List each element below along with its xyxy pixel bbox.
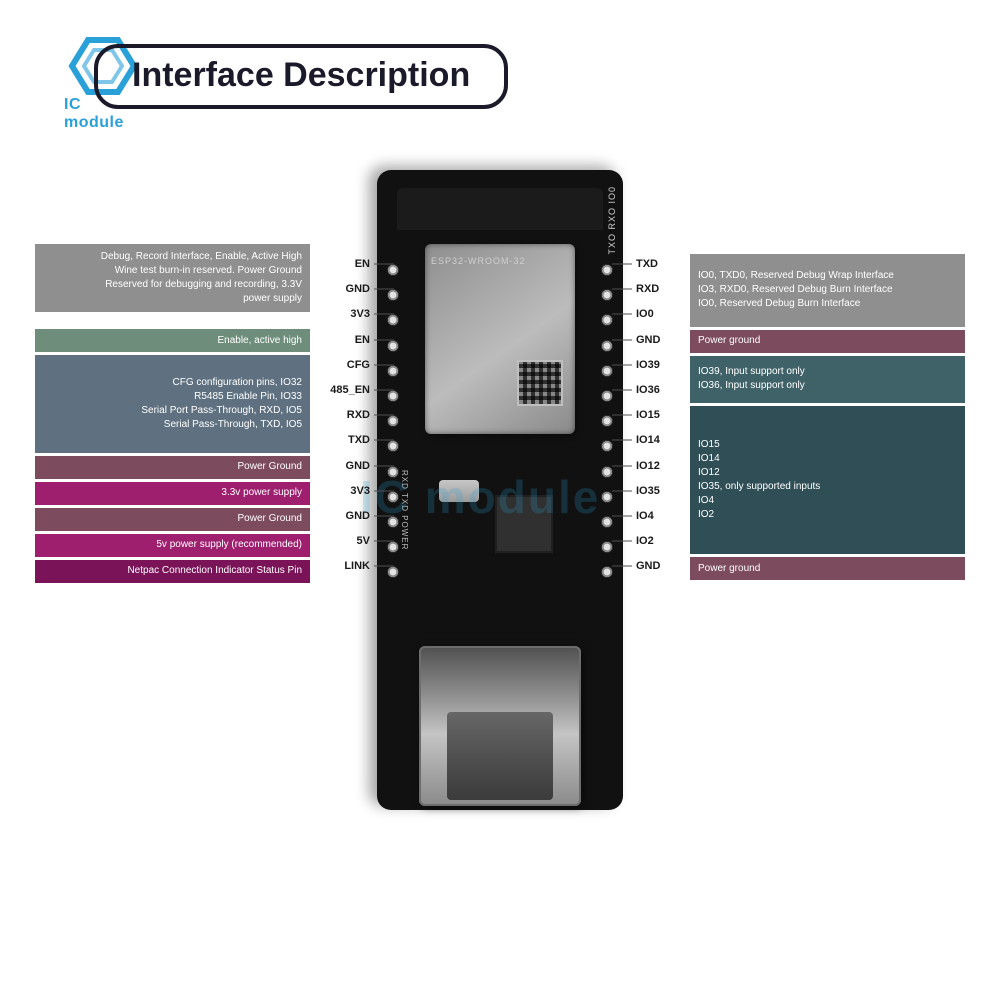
pin-label-left-10: GND	[346, 510, 370, 522]
desc-line: power supply	[243, 292, 302, 306]
desc-line: IO2	[698, 508, 714, 522]
antenna-area	[397, 188, 603, 230]
ethernet-jack	[419, 646, 581, 806]
pin-label-right-5: IO36	[636, 384, 660, 396]
desc-box-right-1: Power ground	[690, 330, 965, 353]
pin-label-right-4: IO39	[636, 359, 660, 371]
pin-label-right-9: IO35	[636, 485, 660, 497]
desc-line: CFG configuration pins, IO32	[172, 376, 302, 390]
pin-label-right-3: GND	[636, 334, 660, 346]
desc-box-left-7: Netpac Connection Indicator Status Pin	[35, 560, 310, 583]
desc-line: IO14	[698, 452, 720, 466]
pcb-board: ESP32-WROOM-32 TXO RXO IO0 RXD TXD POWER	[377, 170, 623, 810]
desc-box-left-3: Power Ground	[35, 456, 310, 479]
pin-label-right-12: GND	[636, 560, 660, 572]
pin-label-left-8: GND	[346, 460, 370, 472]
desc-line: IO15	[698, 438, 720, 452]
desc-line: IO36, Input support only	[698, 379, 805, 393]
qr-code-icon	[517, 360, 563, 406]
desc-box-right-0: IO0, TXD0, Reserved Debug Wrap Interface…	[690, 254, 965, 327]
desc-line: Power Ground	[238, 512, 302, 526]
pin-label-right-0: TXD	[636, 258, 658, 270]
desc-line: IO12	[698, 466, 720, 480]
crystal-oscillator	[439, 480, 479, 502]
desc-line: IO0, Reserved Debug Burn Interface	[698, 297, 860, 311]
pin-label-right-2: IO0	[636, 308, 654, 320]
desc-box-left-6: 5v power supply (recommended)	[35, 534, 310, 557]
pin-label-left-9: 3V3	[350, 485, 370, 497]
desc-line: 5v power supply (recommended)	[156, 538, 302, 552]
desc-line: Enable, active high	[217, 334, 302, 348]
pin-label-right-11: IO2	[636, 535, 654, 547]
desc-line: IO4	[698, 494, 714, 508]
pin-label-left-7: TXD	[348, 434, 370, 446]
desc-line: R5485 Enable Pin, IO33	[194, 390, 302, 404]
pin-label-right-10: IO4	[636, 510, 654, 522]
desc-line: IO39, Input support only	[698, 365, 805, 379]
desc-line: IO0, TXD0, Reserved Debug Wrap Interface	[698, 269, 894, 283]
desc-line: Serial Pass-Through, TXD, IO5	[164, 418, 302, 432]
pin-label-left-4: CFG	[347, 359, 370, 371]
desc-box-right-3: IO15IO14IO12IO35, only supported inputsI…	[690, 406, 965, 554]
pin-label-right-8: IO12	[636, 460, 660, 472]
desc-line: Power Ground	[238, 460, 302, 474]
pin-label-left-0: EN	[355, 258, 370, 270]
desc-line: Serial Port Pass-Through, RXD, IO5	[141, 404, 302, 418]
pin-label-left-12: LINK	[344, 560, 370, 572]
desc-box-right-2: IO39, Input support onlyIO36, Input supp…	[690, 356, 965, 403]
desc-box-right-4: Power ground	[690, 557, 965, 580]
desc-box-left-5: Power Ground	[35, 508, 310, 531]
desc-line: Power ground	[698, 334, 760, 348]
top-silkscreen: TXO RXO IO0	[607, 186, 617, 255]
desc-line: 3.3v power supply	[221, 486, 302, 500]
pin-label-right-1: RXD	[636, 283, 659, 295]
desc-box-left-4: 3.3v power supply	[35, 482, 310, 505]
desc-line: IO3, RXD0, Reserved Debug Burn Interface	[698, 283, 893, 297]
module-label: ESP32-WROOM-32	[431, 256, 526, 266]
desc-box-left-2: CFG configuration pins, IO32R5485 Enable…	[35, 355, 310, 453]
pin-label-left-11: 5V	[357, 535, 370, 547]
pin-label-right-7: IO14	[636, 434, 660, 446]
phy-chip	[495, 495, 553, 553]
pin-label-left-1: GND	[346, 283, 370, 295]
desc-line: Wine test burn-in reserved. Power Ground	[115, 264, 302, 278]
page-title: Interface Description	[94, 44, 508, 109]
desc-line: IO35, only supported inputs	[698, 480, 820, 494]
desc-box-left-1: Enable, active high	[35, 329, 310, 352]
desc-line: Netpac Connection Indicator Status Pin	[127, 564, 302, 578]
pin-label-left-5: 485_EN	[330, 384, 370, 396]
desc-line: Power ground	[698, 562, 760, 576]
pin-label-left-2: 3V3	[350, 308, 370, 320]
pin-label-right-6: IO15	[636, 409, 660, 421]
desc-line: Reserved for debugging and recording, 3.…	[105, 278, 302, 292]
pin-label-left-6: RXD	[347, 409, 370, 421]
side-silkscreen: RXD TXD POWER	[400, 470, 409, 550]
pin-label-left-3: EN	[355, 334, 370, 346]
desc-line: Debug, Record Interface, Enable, Active …	[101, 250, 302, 264]
desc-box-left-0: Debug, Record Interface, Enable, Active …	[35, 244, 310, 312]
